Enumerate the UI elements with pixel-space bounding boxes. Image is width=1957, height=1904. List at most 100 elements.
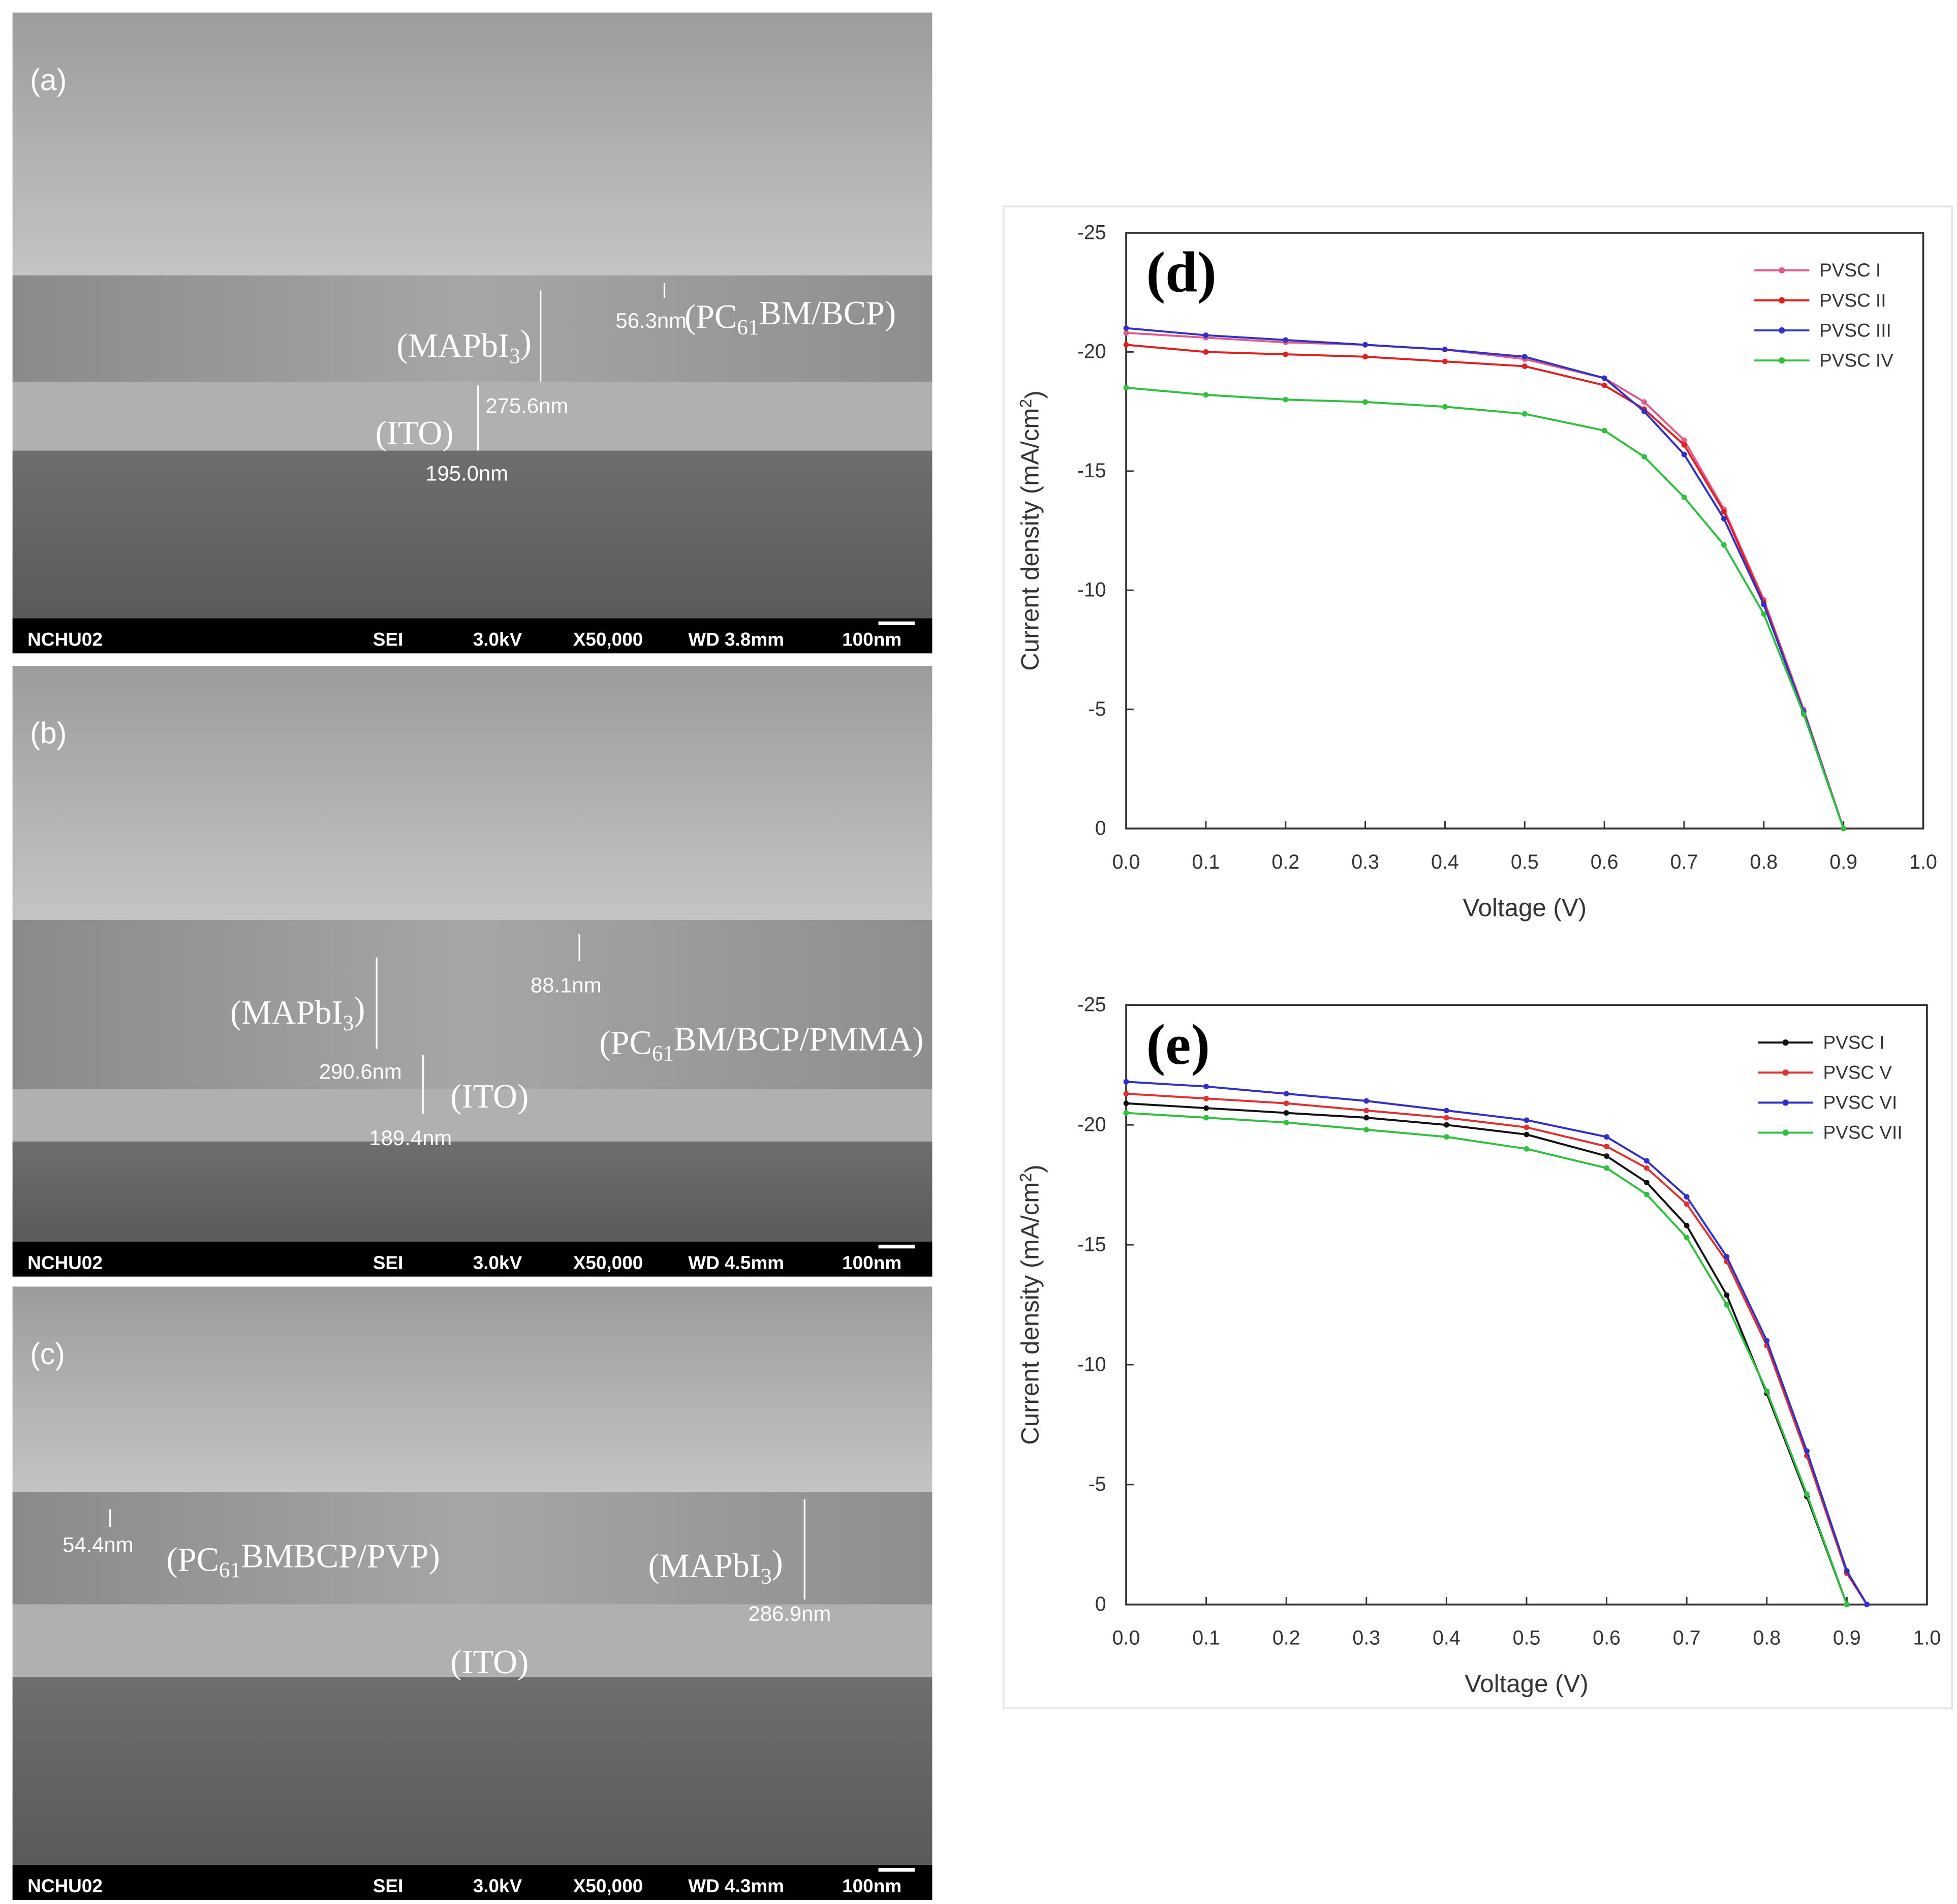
data-point (1283, 1100, 1289, 1107)
layer-label: (PC61BM/BCP) (685, 295, 896, 340)
y-tick-label: -10 (1077, 579, 1106, 601)
legend-marker (1782, 1039, 1789, 1046)
layer-label-part: ) (772, 1544, 783, 1581)
layer-label: (ITO) (376, 415, 454, 452)
y-tick-label: 0 (1095, 817, 1106, 839)
data-point (1203, 1095, 1209, 1101)
data-point (1641, 409, 1647, 415)
data-point (1684, 1222, 1690, 1229)
data-point (1123, 1079, 1129, 1085)
sem-info-text: X50,000 (573, 1876, 643, 1896)
legend-label: PVSC III (1819, 320, 1891, 341)
legend-marker (1779, 327, 1785, 334)
legend-marker (1779, 297, 1785, 304)
legend-label: PVSC VI (1823, 1092, 1898, 1113)
data-point (1363, 1098, 1370, 1104)
thickness-label: 88.1nm (531, 973, 602, 997)
legend-label: PVSC V (1823, 1062, 1892, 1083)
thickness-label: 275.6nm (485, 394, 568, 418)
data-point (1123, 325, 1129, 331)
data-point (1643, 1165, 1650, 1171)
layer-label-sub: 61 (737, 315, 759, 340)
data-point (1841, 825, 1847, 832)
data-point (1521, 363, 1528, 369)
panel-label: (b) (30, 717, 67, 750)
x-tick-label: 0.4 (1433, 1627, 1461, 1649)
data-point (1721, 509, 1727, 514)
data-point (1643, 1158, 1650, 1164)
y-tick-label: -10 (1077, 1353, 1106, 1375)
y-axis-title-part: Current density (mA/cm (1016, 1182, 1044, 1445)
x-tick-label: 1.0 (1913, 1627, 1941, 1649)
panel-letter: (e) (1146, 1013, 1210, 1077)
legend-marker (1782, 1129, 1789, 1136)
y-axis-title: Current density (mA/cm2) (1016, 390, 1048, 670)
y-axis-title-part: ) (1020, 390, 1048, 398)
data-point (1123, 385, 1129, 391)
thickness-label: 290.6nm (319, 1060, 402, 1084)
x-tick-label: 0.1 (1192, 1627, 1220, 1649)
data-point (1524, 1124, 1530, 1130)
data-point (1721, 516, 1727, 522)
data-point (1283, 337, 1289, 343)
series-line (1126, 1092, 1868, 1605)
data-point (1844, 1568, 1850, 1574)
data-point (1524, 1117, 1530, 1123)
sem-info-text: 100nm (842, 1252, 902, 1273)
x-tick-label: 0.9 (1833, 1627, 1861, 1649)
legend-marker (1779, 267, 1785, 274)
thickness-label: 286.9nm (748, 1602, 831, 1625)
layer-label-part: BM/BCP) (759, 295, 896, 332)
layer-label-part: (PC (599, 1024, 651, 1061)
data-point (1203, 1115, 1209, 1121)
data-point (1362, 342, 1369, 348)
legend-label: PVSC II (1819, 290, 1886, 311)
sem-info-text: NCHU02 (27, 1252, 103, 1273)
layer-label: (ITO) (450, 1078, 529, 1115)
layer-label-sub: 61 (652, 1041, 674, 1065)
sem-perovskite-layer (12, 275, 933, 382)
layer-label-part: (PC (166, 1541, 219, 1578)
data-point (1203, 349, 1209, 355)
data-point (1601, 427, 1607, 434)
data-point (1761, 601, 1767, 607)
data-point (1283, 1120, 1289, 1125)
data-point (1203, 1084, 1209, 1090)
sem-ito-layer (12, 1604, 933, 1677)
x-tick-label: 0.6 (1593, 1627, 1621, 1649)
x-axis-title: Voltage (V) (1465, 1670, 1589, 1698)
x-tick-label: 0.6 (1591, 851, 1619, 873)
sem-substrate (12, 1141, 933, 1242)
legend-marker (1779, 357, 1785, 364)
sem-info-text: SEI (373, 629, 403, 650)
data-point (1442, 347, 1448, 353)
y-tick-label: -20 (1077, 341, 1106, 363)
layer-label-part: (MAPbI (230, 994, 343, 1031)
data-point (1362, 354, 1369, 360)
data-point (1283, 1110, 1289, 1116)
layer-label-part: (MAPbI (648, 1548, 761, 1585)
data-point (1123, 1110, 1129, 1116)
panel-label: (c) (30, 1337, 65, 1371)
layer-label: (PC61BM/BCP/PMMA) (599, 1021, 923, 1065)
sem-info-text: 3.0kV (473, 629, 522, 650)
thickness-label: 56.3nm (615, 309, 687, 332)
y-tick-label: -5 (1089, 1473, 1106, 1495)
sem-info-text: X50,000 (573, 629, 643, 650)
legend-label: PVSC I (1823, 1032, 1885, 1053)
y-tick-label: -5 (1089, 698, 1106, 720)
data-point (1684, 1194, 1690, 1200)
y-axis-title-sup: 2 (1016, 399, 1035, 408)
x-tick-label: 0.4 (1431, 851, 1459, 873)
x-tick-label: 0.1 (1192, 851, 1220, 873)
x-tick-label: 0.9 (1829, 851, 1857, 873)
y-axis-title-part: Current density (mA/cm (1016, 408, 1044, 671)
sem-info-text: SEI (373, 1876, 403, 1896)
data-point (1363, 1127, 1370, 1133)
x-tick-label: 0.0 (1112, 851, 1140, 873)
data-point (1721, 542, 1727, 548)
data-point (1724, 1292, 1730, 1298)
sem-image (12, 1286, 933, 1900)
sem-info-text: 100nm (842, 629, 902, 650)
y-tick-label: 0 (1095, 1593, 1106, 1615)
